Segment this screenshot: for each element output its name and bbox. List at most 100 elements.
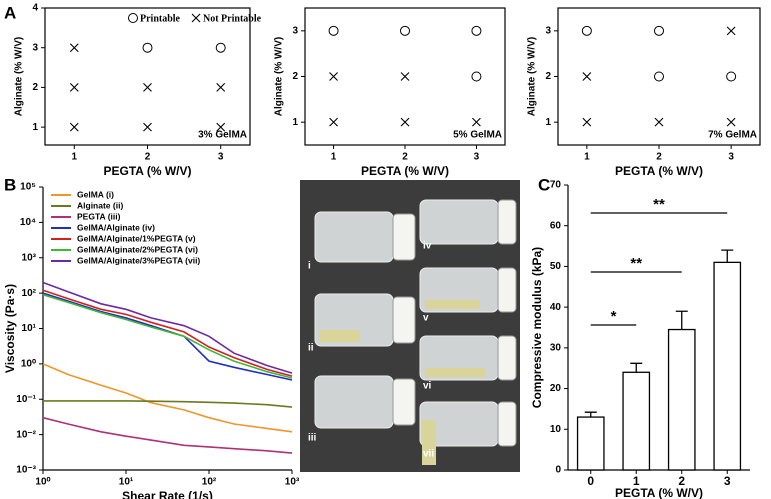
x-axis-title: Shear Rate (1/s) bbox=[122, 489, 213, 499]
error-bar bbox=[721, 249, 734, 263]
y-tick-label: 50 bbox=[550, 261, 562, 272]
marker-circle bbox=[471, 25, 482, 36]
legend-marker bbox=[191, 13, 201, 23]
legend-label: GelMA/Alginate (iv) bbox=[77, 222, 155, 232]
marker-cross bbox=[582, 117, 592, 127]
x-tick-label: 2 bbox=[656, 152, 662, 163]
legend-label: GelMA/Alginate/2%PEGTA (vi) bbox=[77, 244, 198, 254]
marker-circle bbox=[654, 25, 664, 36]
series-line bbox=[42, 293, 293, 379]
x-tick-label: 3 bbox=[474, 152, 480, 163]
y-tick-label: 10⁻¹ bbox=[16, 394, 36, 405]
marker-circle bbox=[215, 42, 226, 53]
legend-label: Printable bbox=[140, 13, 181, 24]
y-tick-label: 60 bbox=[550, 220, 562, 231]
y-tick-label: 10¹ bbox=[22, 323, 37, 334]
photo-label: vi bbox=[423, 381, 432, 392]
series-line bbox=[42, 363, 293, 433]
y-tick-label: 40 bbox=[550, 302, 562, 313]
x-axis-title: PEGTA (% W/V) bbox=[615, 164, 703, 178]
marker-circle bbox=[581, 25, 592, 36]
error-bar bbox=[630, 362, 643, 373]
marker-cross bbox=[400, 72, 410, 81]
marker-cross bbox=[726, 117, 736, 127]
legend-label: GelMA (i) bbox=[77, 189, 114, 199]
y-axis-title: Viscosity (Pa·s) bbox=[3, 284, 17, 373]
y-axis-title: Alginate (% W/V) bbox=[527, 37, 538, 116]
y-tick-label: 1 bbox=[32, 122, 38, 133]
marker-cross bbox=[400, 117, 410, 127]
marker-cross bbox=[69, 122, 79, 132]
y-axis-title: Compressive modulus (kPa) bbox=[530, 247, 544, 408]
photo-label: vii bbox=[423, 449, 434, 460]
x-tick-label: 10⁰ bbox=[35, 477, 50, 488]
significance-label: ** bbox=[653, 196, 665, 213]
marker-cross bbox=[143, 122, 152, 132]
x-tick-label: 10¹ bbox=[119, 477, 134, 488]
annotation: 7% GelMA bbox=[708, 130, 757, 141]
marker-cross bbox=[216, 83, 226, 92]
y-tick-label: 2 bbox=[292, 71, 298, 82]
marker-cross bbox=[143, 83, 152, 92]
y-tick-label: 2 bbox=[545, 71, 551, 82]
x-axis-title: PEGTA (% W/V) bbox=[104, 164, 192, 178]
legend-marker bbox=[128, 13, 138, 23]
y-axis-title: Alginate (% W/V) bbox=[14, 37, 25, 116]
significance-label: * bbox=[611, 308, 617, 325]
photo-label: i bbox=[308, 261, 311, 272]
x-tick-label: 2 bbox=[145, 152, 151, 163]
plot-frame bbox=[557, 7, 761, 146]
significance-label: ** bbox=[630, 255, 642, 272]
y-tick-label: 3 bbox=[32, 42, 38, 53]
legend-label: PEGTA (iii) bbox=[77, 211, 121, 221]
y-tick-label: 10⁻³ bbox=[16, 465, 36, 476]
y-tick-label: 10² bbox=[22, 288, 37, 299]
plot-frame bbox=[44, 7, 251, 146]
legend-label: Alginate (ii) bbox=[77, 200, 123, 210]
marker-circle bbox=[654, 71, 664, 82]
bar bbox=[667, 328, 696, 471]
y-tick-label: 0 bbox=[555, 465, 561, 476]
y-tick-label: 4 bbox=[32, 3, 38, 14]
marker-circle bbox=[471, 71, 482, 82]
panel-label: B bbox=[4, 175, 16, 194]
y-tick-label: 10 bbox=[550, 424, 562, 435]
error-bar bbox=[584, 411, 597, 418]
marker-circle bbox=[400, 25, 410, 36]
annotation: 3% GelMA bbox=[198, 130, 247, 141]
photo bbox=[300, 180, 520, 472]
photo-label: v bbox=[423, 313, 429, 324]
marker-circle bbox=[142, 42, 153, 53]
series-line bbox=[42, 281, 293, 374]
marker-circle bbox=[328, 25, 339, 36]
y-tick-label: 1 bbox=[545, 117, 551, 128]
y-tick-label: 10⁴ bbox=[20, 217, 36, 228]
x-tick-label: 1 bbox=[331, 152, 337, 163]
marker-cross bbox=[329, 117, 338, 127]
y-tick-label: 20 bbox=[550, 383, 562, 394]
x-tick-label: 3 bbox=[218, 152, 224, 163]
x-tick-label: 10² bbox=[202, 477, 217, 488]
photo-label: iv bbox=[423, 241, 432, 252]
annotation: 5% GelMA bbox=[453, 130, 502, 141]
x-tick-label: 2 bbox=[402, 152, 408, 163]
x-tick-label: 10³ bbox=[285, 477, 300, 488]
bar bbox=[713, 261, 742, 471]
legend-label: GelMA/Alginate/3%PEGTA (vii) bbox=[77, 255, 200, 265]
y-tick-label: 3 bbox=[545, 25, 551, 36]
y-axis-title: Alginate (% W/V) bbox=[274, 37, 285, 116]
legend-label: Not Printable bbox=[203, 13, 262, 24]
y-tick-label: 10⁻² bbox=[16, 429, 36, 440]
y-tick-label: 2 bbox=[32, 82, 38, 93]
x-tick-label: 1 bbox=[633, 474, 640, 488]
error-bar bbox=[675, 310, 688, 330]
series-line bbox=[42, 289, 293, 377]
marker-cross bbox=[69, 43, 79, 53]
marker-cross bbox=[582, 72, 592, 81]
x-axis-title: PEGTA (% W/V) bbox=[361, 164, 449, 178]
x-tick-label: 1 bbox=[72, 152, 78, 163]
x-tick-label: 3 bbox=[724, 474, 731, 488]
marker-cross bbox=[216, 122, 226, 132]
marker-cross bbox=[329, 72, 338, 81]
x-axis-title: PEGTA (% W/V) bbox=[615, 486, 703, 499]
